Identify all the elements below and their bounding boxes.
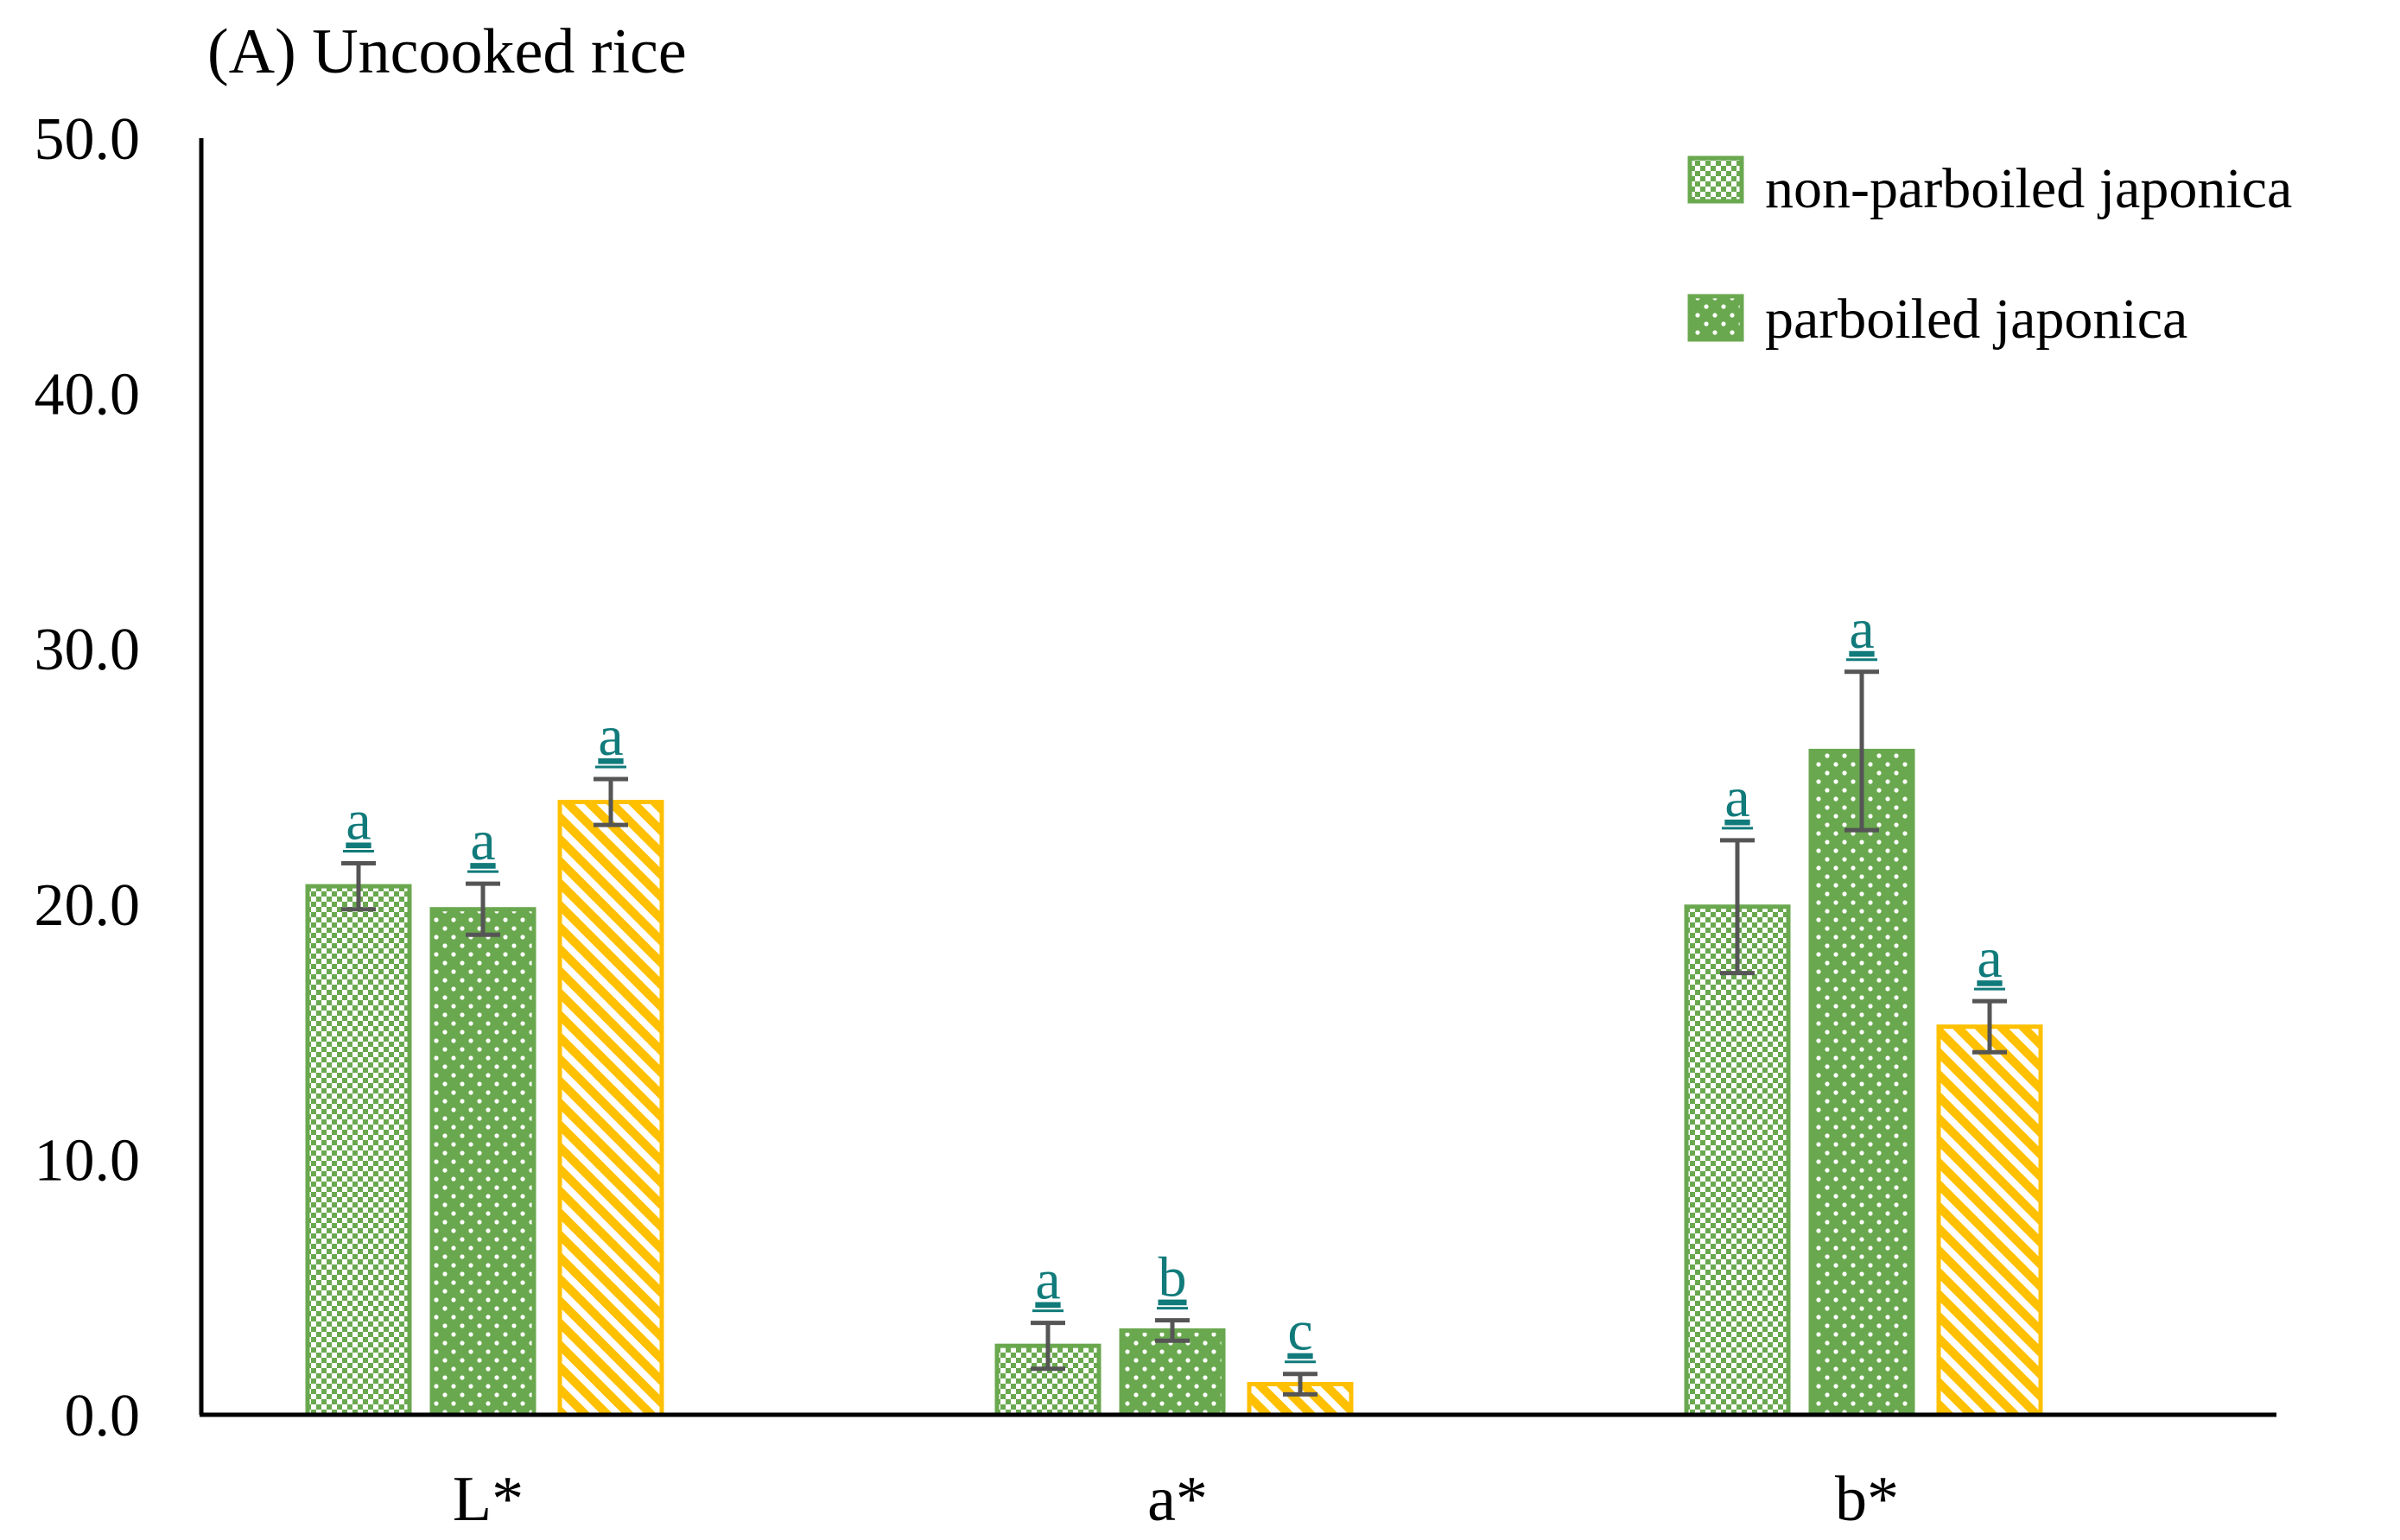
error-bar [1031,1321,1065,1372]
error-bar [466,881,500,937]
significance-label: c [1287,1300,1312,1363]
chart-title: (A) Uncooked rice [207,16,687,87]
bar [1936,1024,2043,1417]
significance-label: a [598,705,623,768]
bar [305,884,412,1417]
significance-label: a [1724,766,1749,829]
bar [429,907,537,1417]
error-bar [1720,838,1755,976]
error-bar [1844,669,1879,833]
legend: non-parboiled japonica parboiled japonic… [1687,155,2292,351]
y-tick-label: 30.0 [35,617,141,683]
y-tick-label: 20.0 [35,872,141,939]
y-tick-label: 10.0 [35,1127,141,1194]
x-category-label: b* [1835,1464,1899,1535]
bar [1808,748,1915,1417]
y-tick-label: 50.0 [35,106,141,173]
bar [557,800,664,1417]
bar [1684,904,1791,1417]
error-bar [341,861,376,912]
significance-label: a [1849,598,1874,661]
significance-label: b [1159,1246,1187,1309]
legend-swatch-non-parboiled [1687,155,1744,204]
significance-label: a [1977,927,2002,990]
x-category-label: a* [1147,1464,1208,1535]
legend-label-parboiled: parboiled japonica [1765,288,2187,351]
x-category-label: L* [453,1464,524,1535]
error-bar [594,776,628,827]
bar [1119,1328,1226,1417]
significance-label: a [1035,1249,1060,1312]
error-bar [1155,1318,1190,1343]
legend-swatch-parboiled [1687,294,1744,342]
y-tick-label: 40.0 [35,362,141,428]
significance-label: a [346,789,371,852]
legend-label-non-parboiled: non-parboiled japonica [1765,157,2292,220]
significance-label: a [470,809,495,872]
error-bar [1283,1372,1317,1397]
y-tick-label: 0.0 [65,1383,141,1449]
error-bar [1972,998,2007,1055]
